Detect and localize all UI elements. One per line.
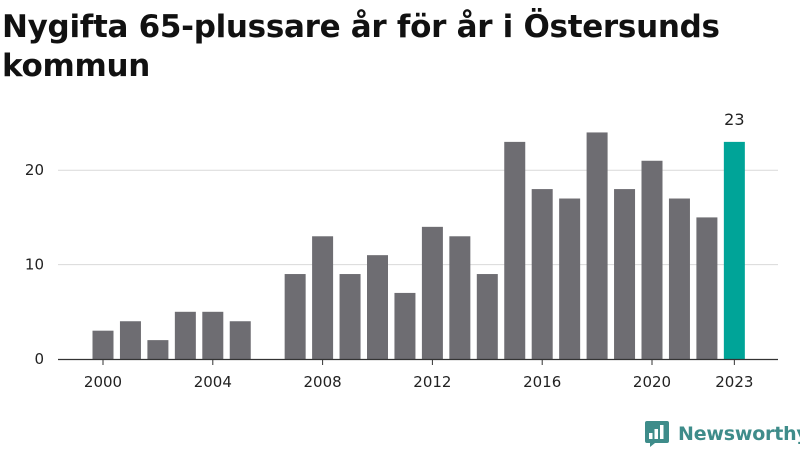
bar [119,321,141,359]
y-tick-label: 20 [25,161,44,179]
bar [202,311,224,359]
bar [421,226,443,359]
bar [559,198,581,359]
newsworthy-logo-icon [645,421,669,447]
x-tick-label: 2012 [413,373,451,391]
bar [531,189,553,359]
data-labels: 23 [724,110,744,129]
data-label-2023: 23 [724,110,744,129]
bar [312,236,334,359]
bar [147,340,169,359]
bar [641,160,663,359]
bar [449,236,471,359]
bar [284,274,306,359]
bar [586,132,608,359]
y-axis-ticks: 0 10 20 [25,161,44,368]
x-tick-label: 2000 [84,373,122,391]
x-tick-label: 2023 [715,373,753,391]
bar [92,330,114,359]
x-tick-label: 2004 [194,373,232,391]
bar [339,274,361,359]
x-axis: 2000 2004 2008 2012 2016 2020 2023 [58,358,778,391]
x-tick-label: 2020 [633,373,671,391]
brand-name: Newsworthy [678,423,800,445]
bar [476,274,498,359]
bar [696,217,718,359]
bar [394,292,416,359]
x-tick-label: 2016 [523,373,561,391]
newsworthy-logo: Newsworthy [644,420,800,448]
x-tick-label: 2008 [304,373,342,391]
bar [504,141,526,359]
bar [614,189,636,359]
y-tick-label: 10 [25,256,44,274]
bar [174,311,196,359]
bar [668,198,690,359]
chart-title: Nygifta 65-plussare år för år i Östersun… [2,9,720,84]
bar [229,321,251,359]
y-tick-label: 0 [34,350,44,368]
bars [92,132,745,359]
bar [367,255,388,359]
bar-highlight [723,141,745,359]
